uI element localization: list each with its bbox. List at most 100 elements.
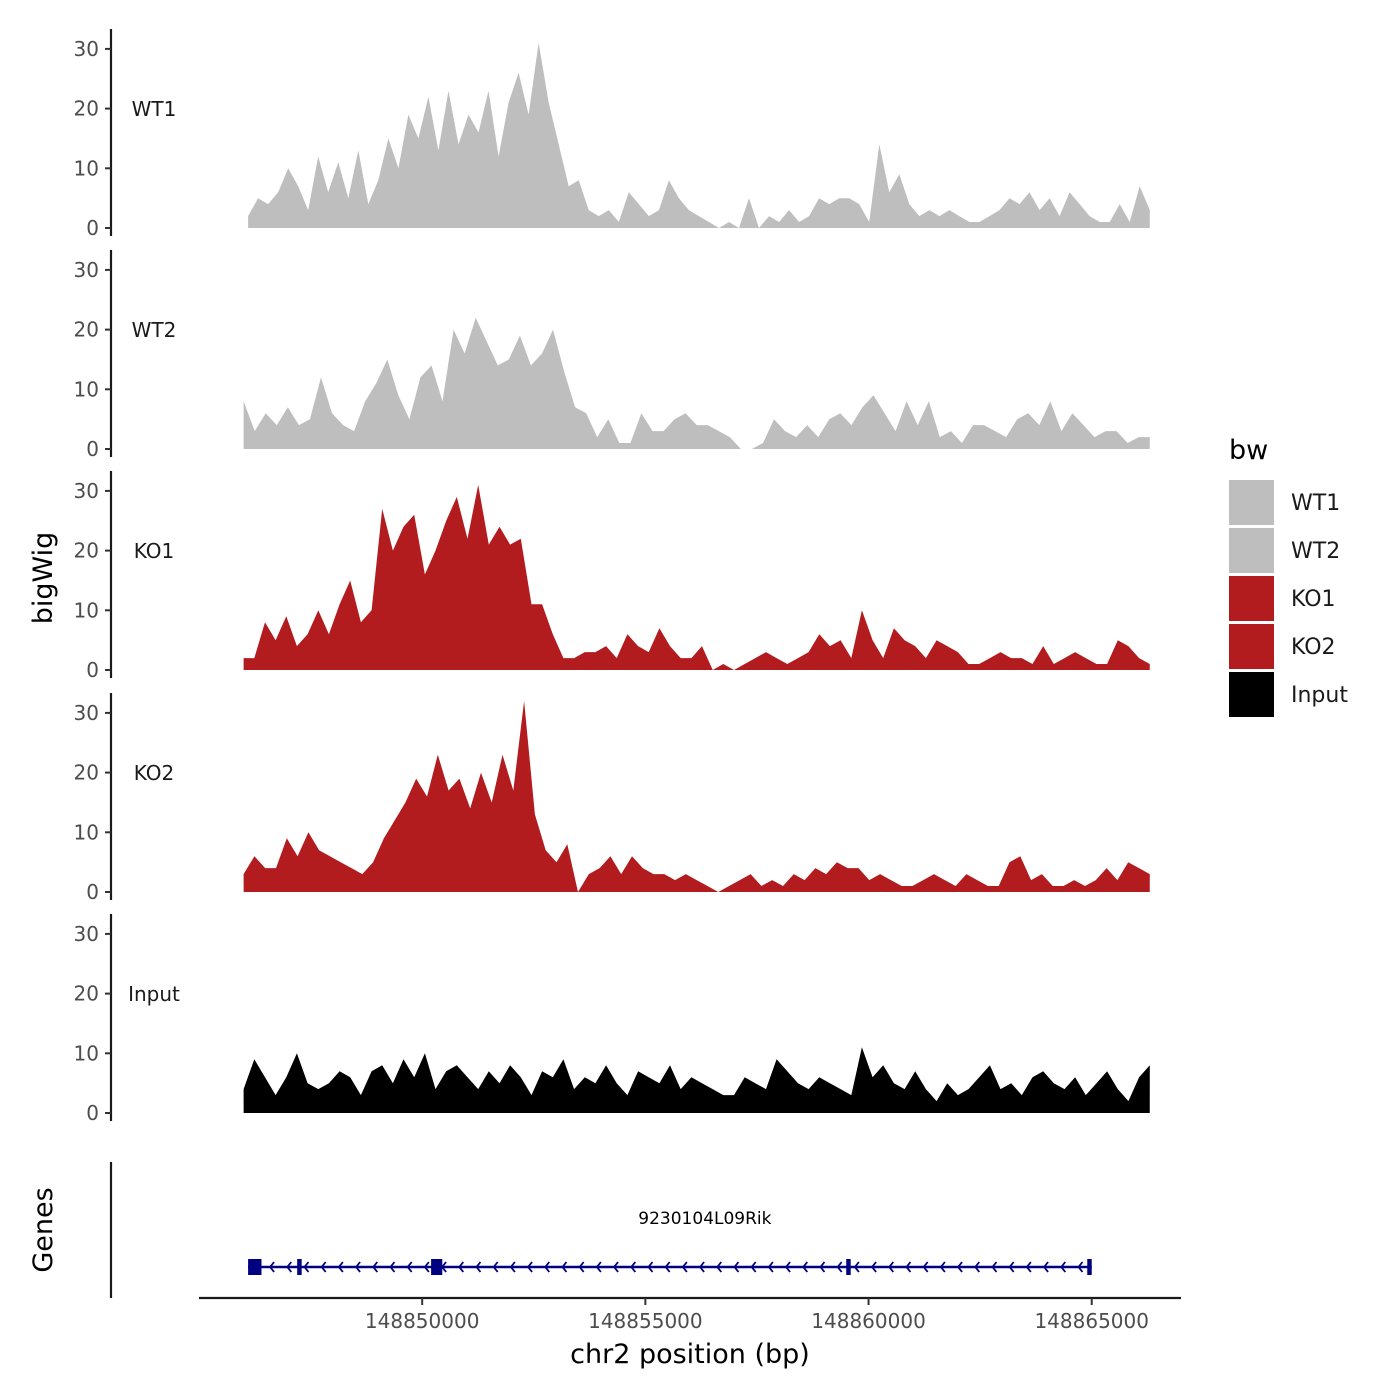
y-tick-label: 30 [74, 701, 99, 725]
legend-key-input [1229, 672, 1274, 717]
strand-chevron [698, 1261, 705, 1273]
y-tick-label: 30 [74, 37, 99, 61]
strand-chevron [819, 1261, 826, 1273]
legend-key-wt2 [1229, 528, 1274, 573]
coverage-area-input [243, 1047, 1150, 1113]
y-tick-label: 10 [74, 377, 99, 401]
y-tick-label: 0 [86, 880, 99, 904]
strand-chevron [681, 1261, 688, 1273]
strand-chevron [526, 1261, 533, 1273]
coverage-area-wt2 [243, 317, 1150, 449]
strand-chevron [509, 1261, 516, 1273]
strand-chevron [1042, 1261, 1049, 1273]
strand-chevron [1008, 1261, 1015, 1273]
strand-chevron [268, 1261, 275, 1273]
strand-chevron [389, 1261, 396, 1273]
y-tick-label: 30 [74, 479, 99, 503]
y-axis-title: bigWig [28, 532, 59, 625]
x-tick-label: 148850000 [365, 1309, 480, 1333]
strand-chevron [578, 1261, 585, 1273]
legend-label-wt1: WT1 [1291, 491, 1340, 516]
y-tick-label: 20 [74, 761, 99, 785]
coverage-tracks: 0 10 20 30 WT1 0 10 20 30 WT2 0 10 20 30 KO1 0 10 20 30 KO2… [74, 29, 1150, 1125]
exon [431, 1259, 443, 1275]
gene-9230104L09Rik: 9230104L09Rik [248, 1209, 1092, 1275]
y-tick-label: 20 [74, 318, 99, 342]
y-tick-label: 0 [86, 216, 99, 240]
y-tick-label: 10 [74, 820, 99, 844]
y-tick-label: 10 [74, 156, 99, 180]
strand-chevron [458, 1261, 465, 1273]
y-tick-label: 20 [74, 97, 99, 121]
exon [297, 1259, 302, 1275]
strand-chevron [492, 1261, 499, 1273]
strand-chevron [784, 1261, 791, 1273]
coverage-area-ko2 [243, 701, 1150, 892]
strand-chevron [595, 1261, 602, 1273]
legend-key-wt1 [1229, 480, 1274, 525]
y-tick-label: 20 [74, 539, 99, 563]
strand-chevron [853, 1261, 860, 1273]
track-wt1: 0 10 20 30 WT1 [74, 29, 1150, 240]
track-label: WT2 [132, 318, 177, 342]
y-tick-label: 30 [74, 258, 99, 282]
x-tick-label: 148860000 [811, 1309, 926, 1333]
exon [248, 1259, 262, 1275]
track-ko1: 0 10 20 30 KO1 [74, 471, 1150, 682]
strand-chevron [888, 1261, 895, 1273]
x-axis-title: chr2 position (bp) [570, 1339, 810, 1370]
strand-chevron [974, 1261, 981, 1273]
genes-axis-title: Genes [28, 1187, 59, 1272]
y-tick-label: 10 [74, 598, 99, 622]
strand-chevron [612, 1261, 619, 1273]
strand-chevron [303, 1261, 310, 1273]
strand-chevron [475, 1261, 482, 1273]
strand-chevron [372, 1261, 379, 1273]
strand-chevron [905, 1261, 912, 1273]
y-tick-label: 10 [74, 1041, 99, 1065]
strand-chevron [716, 1261, 723, 1273]
strand-chevron [870, 1261, 877, 1273]
track-input: 0 10 20 30 Input [74, 914, 1150, 1125]
gene-models: 9230104L09Rik [248, 1209, 1092, 1275]
gene-name-label: 9230104L09Rik [638, 1209, 771, 1229]
track-label: KO2 [134, 761, 175, 785]
track-ko2: 0 10 20 30 KO2 [74, 693, 1150, 904]
coverage-area-wt1 [248, 42, 1150, 229]
exon [846, 1259, 851, 1275]
strand-chevron [664, 1261, 671, 1273]
strand-chevron [647, 1261, 654, 1273]
exon [1087, 1259, 1092, 1275]
strand-chevron [733, 1261, 740, 1273]
legend-label-wt2: WT2 [1291, 539, 1340, 564]
strand-chevron [630, 1261, 637, 1273]
strand-chevron [767, 1261, 774, 1273]
strand-chevron [561, 1261, 568, 1273]
strand-chevron [836, 1261, 843, 1273]
strand-chevron [406, 1261, 413, 1273]
strand-chevron [544, 1261, 551, 1273]
legend-label-ko2: KO2 [1291, 635, 1336, 660]
y-tick-label: 30 [74, 922, 99, 946]
legend-label-input: Input [1291, 683, 1348, 708]
strand-chevron [1060, 1261, 1067, 1273]
legend-key-ko1 [1229, 576, 1274, 621]
strand-chevron [286, 1261, 293, 1273]
legend-label-ko1: KO1 [1291, 587, 1336, 612]
x-tick-label: 148865000 [1034, 1309, 1149, 1333]
strand-chevron [1077, 1261, 1084, 1273]
coverage-area-ko1 [243, 484, 1150, 670]
track-label: KO1 [134, 539, 175, 563]
strand-chevron [1025, 1261, 1032, 1273]
genes-panel: Genes 9230104L09Rik [28, 1162, 1092, 1298]
y-tick-label: 20 [74, 982, 99, 1006]
legend-key-ko2 [1229, 624, 1274, 669]
track-wt2: 0 10 20 30 WT2 [74, 250, 1150, 461]
strand-chevron [802, 1261, 809, 1273]
strand-chevron [423, 1261, 430, 1273]
strand-chevron [956, 1261, 963, 1273]
strand-chevron [922, 1261, 929, 1273]
strand-chevron [750, 1261, 757, 1273]
x-axis: 148850000 148855000 148860000 148865000 [199, 1296, 1181, 1333]
